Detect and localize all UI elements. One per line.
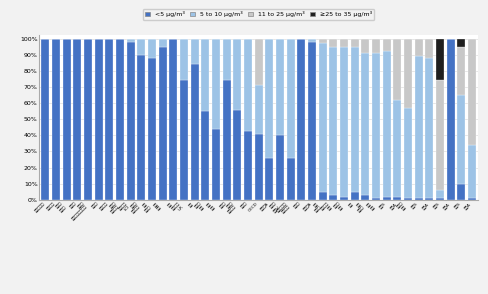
Bar (41, 39, 49, 200)
Bar (457, 95, 465, 184)
Bar (361, 39, 369, 53)
Bar (436, 198, 444, 200)
Bar (436, 81, 444, 190)
Bar (148, 39, 156, 58)
Bar (180, 39, 188, 81)
Bar (425, 39, 433, 58)
Bar (340, 39, 348, 46)
Bar (361, 195, 369, 200)
Bar (297, 39, 305, 200)
Bar (436, 39, 444, 81)
Bar (127, 39, 135, 42)
Bar (383, 197, 390, 200)
Bar (223, 39, 231, 81)
Bar (63, 39, 71, 200)
Bar (159, 39, 167, 46)
Bar (233, 39, 242, 110)
Bar (404, 108, 412, 198)
Bar (191, 39, 199, 64)
Bar (414, 56, 423, 198)
Bar (350, 39, 359, 46)
Bar (233, 110, 242, 200)
Bar (191, 64, 199, 200)
Bar (286, 39, 295, 158)
Bar (73, 39, 81, 200)
Bar (329, 39, 337, 46)
Bar (276, 135, 284, 200)
Bar (52, 39, 60, 200)
Bar (255, 85, 263, 134)
Bar (414, 39, 423, 56)
Bar (404, 198, 412, 200)
Bar (447, 39, 454, 200)
Bar (468, 145, 476, 198)
Bar (202, 39, 209, 111)
Bar (319, 43, 326, 192)
Bar (308, 42, 316, 200)
Bar (116, 39, 124, 200)
Bar (138, 55, 145, 200)
Bar (383, 51, 390, 197)
Bar (340, 197, 348, 200)
Bar (212, 39, 220, 129)
Bar (159, 46, 167, 200)
Bar (468, 39, 476, 145)
Bar (286, 158, 295, 200)
Bar (265, 39, 273, 158)
Bar (180, 81, 188, 200)
Bar (212, 129, 220, 200)
Bar (276, 39, 284, 135)
Bar (84, 39, 92, 200)
Bar (105, 39, 113, 200)
Bar (95, 39, 103, 200)
Bar (372, 198, 380, 200)
Bar (255, 39, 263, 85)
Bar (319, 192, 326, 200)
Bar (329, 195, 337, 200)
Bar (372, 53, 380, 198)
Bar (404, 39, 412, 108)
Legend: <5 μg/m³, 5 to 10 μg/m³, 11 to 25 μg/m³, ≥25 to 35 μg/m³: <5 μg/m³, 5 to 10 μg/m³, 11 to 25 μg/m³,… (143, 9, 374, 20)
Bar (350, 192, 359, 200)
Bar (202, 111, 209, 200)
Bar (255, 134, 263, 200)
Bar (414, 198, 423, 200)
Bar (383, 39, 390, 51)
Bar (138, 39, 145, 55)
Bar (244, 131, 252, 200)
Bar (468, 198, 476, 200)
Bar (425, 58, 433, 198)
Bar (169, 39, 177, 200)
Bar (350, 46, 359, 192)
Bar (127, 42, 135, 200)
Bar (457, 46, 465, 95)
Bar (223, 81, 231, 200)
Bar (372, 39, 380, 53)
Bar (457, 184, 465, 200)
Bar (393, 39, 401, 100)
Bar (329, 46, 337, 195)
Bar (457, 39, 465, 46)
Bar (265, 158, 273, 200)
Bar (436, 190, 444, 198)
Bar (319, 39, 326, 43)
Bar (393, 100, 401, 197)
Bar (308, 39, 316, 42)
Bar (244, 39, 252, 131)
Bar (361, 53, 369, 195)
Bar (425, 198, 433, 200)
Bar (393, 197, 401, 200)
Bar (340, 46, 348, 197)
Bar (148, 58, 156, 200)
